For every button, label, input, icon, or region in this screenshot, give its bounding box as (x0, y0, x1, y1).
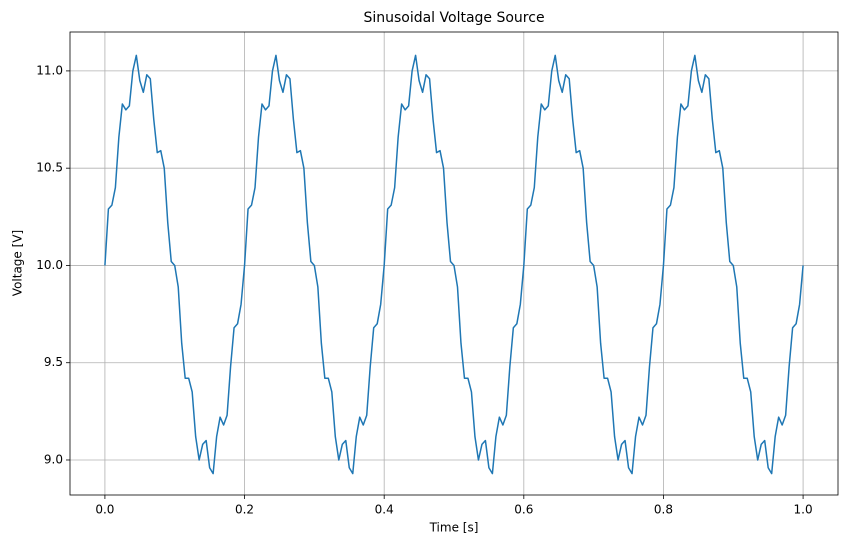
x-tick-label: 1.0 (794, 503, 813, 517)
x-tick-label: 0.6 (514, 503, 533, 517)
data-line (104, 54, 804, 475)
y-tick-label: 9.0 (44, 452, 63, 466)
y-tick-label: 10.0 (36, 258, 63, 272)
plot-frame (69, 31, 839, 496)
y-tick-label: 9.5 (44, 355, 63, 369)
x-axis-label: Time [s] (429, 521, 479, 535)
y-axis-label: Voltage [V] (11, 230, 25, 296)
y-tick-label: 10.5 (36, 161, 63, 175)
chart-title: Sinusoidal Voltage Source (363, 10, 544, 26)
x-tick-label: 0.8 (654, 503, 673, 517)
x-tick-label: 0.2 (235, 503, 254, 517)
x-tick-label: 0.0 (95, 503, 114, 517)
y-tick-label: 11.0 (36, 63, 63, 77)
x-tick-label: 0.4 (375, 503, 394, 517)
